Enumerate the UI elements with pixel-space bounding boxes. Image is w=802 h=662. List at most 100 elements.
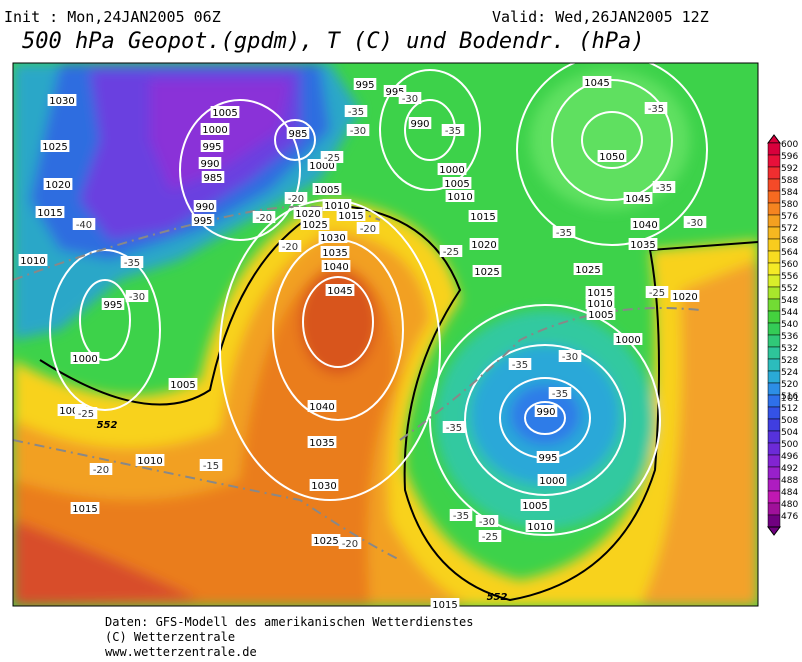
colorbar-label: 480: [781, 500, 798, 510]
colorbar-swatch: [767, 322, 781, 336]
isobar-label-box: [168, 378, 198, 390]
isobar-label-box: [623, 192, 653, 204]
isobar-label-box: [430, 598, 460, 610]
colorbar-swatch: [767, 346, 781, 360]
colorbar-label: 544: [781, 308, 798, 318]
temperature-label-box: [449, 509, 473, 521]
temperature-label-box: [552, 226, 576, 238]
colorbar-swatch: [767, 178, 781, 192]
colorbar-swatch: [767, 418, 781, 432]
map-field: [13, 63, 758, 606]
isobar-label: 1005: [522, 501, 547, 512]
isobar-label-box: [630, 218, 660, 230]
isobar-label-box: [309, 479, 339, 491]
temperature-label: -25: [78, 409, 94, 420]
colorbar-swatch: [767, 514, 781, 528]
footer-url: www.wetterzentrale.de: [105, 645, 257, 658]
temperature-label: -35: [648, 104, 664, 115]
temperature-label-box: [346, 124, 370, 136]
temperature-label-box: [284, 192, 308, 204]
colorbar-label: 600: [781, 140, 798, 150]
isobar-label: 1045: [327, 286, 352, 297]
temperature-label-box: [478, 530, 502, 542]
colorbar-label: 560: [781, 260, 798, 270]
isobar-label: 1000: [202, 125, 227, 136]
temperature-label: -30: [562, 352, 578, 363]
colorbar-label: 564: [781, 248, 798, 258]
isobar-label: 1000: [72, 354, 97, 365]
temperature-label: -35: [453, 511, 469, 522]
colorbar-swatch: [767, 286, 781, 300]
colorbar-swatch: [767, 310, 781, 324]
colorbar-swatch: [767, 214, 781, 228]
isobar-label-box: [311, 534, 341, 546]
temperature-label-box: [558, 350, 582, 362]
isobar-label: 1020: [471, 240, 496, 251]
isobar-label: 985: [203, 173, 222, 184]
isobar-label: 1020: [295, 209, 320, 220]
colorbar-label: 492: [781, 464, 798, 474]
isobar-label-box: [293, 207, 323, 219]
isobar-label: 1005: [314, 185, 339, 196]
temperature-label-box: [508, 358, 532, 370]
isobar-label: 1045: [625, 194, 650, 205]
colorbar-label: 568: [781, 236, 798, 246]
colorbar-label: 516: [781, 392, 798, 402]
isobar-label-box: [585, 297, 615, 309]
temperature-label: -30: [129, 292, 145, 303]
isobar-label-box: [573, 263, 603, 275]
isobar-label: 985: [288, 129, 307, 140]
footer-source: Daten: GFS-Modell des amerikanischen Wet…: [105, 615, 473, 629]
temperature-label-box: [252, 211, 276, 223]
isobar-label: 995: [355, 80, 374, 91]
isobar-label-box: [468, 210, 498, 222]
isobar-label: 1010: [587, 299, 612, 310]
colorbar-label: 488: [781, 476, 798, 486]
isobar-label: 1000: [439, 165, 464, 176]
isobar-label: 1015: [432, 600, 457, 611]
colorbar-label: 580: [781, 200, 798, 210]
temperature-label-box: [442, 421, 466, 433]
isobar-label-box: [336, 209, 366, 221]
map-title: 500 hPa Geopot.(gpdm), T (C) und Bodendr…: [22, 29, 645, 54]
isobar-label-box: [70, 352, 100, 364]
colorbar-swatch: [767, 502, 781, 516]
isobar-label: 990: [195, 202, 214, 213]
colorbar-swatch: [767, 226, 781, 240]
isobar-label: 995: [538, 453, 557, 464]
colorbar-swatch: [767, 166, 781, 180]
colorbar-swatch: [767, 274, 781, 288]
colorbar-label: 556: [781, 272, 798, 282]
colorbar-label: 596: [781, 152, 798, 162]
isobar-label-box: [537, 474, 567, 486]
temperature-label-box: [398, 92, 422, 104]
footer-copyright: (C) Wetterzentrale: [105, 630, 235, 644]
isobar-label-box: [469, 238, 499, 250]
temperature-label: -20: [360, 224, 376, 235]
isobar-label-box: [40, 140, 70, 152]
temperature-label-box: [320, 151, 344, 163]
init-time: Init : Mon,24JAN2005 06Z: [4, 8, 221, 26]
temperature-label-box: [89, 463, 113, 475]
colorbar-label: 476: [781, 512, 798, 522]
temperature-label-box: [125, 290, 149, 302]
isobar-label-box: [18, 254, 48, 266]
isobar-label-box: [300, 218, 330, 230]
colorbar-swatch: [767, 370, 781, 384]
colorbar-label: 584: [781, 188, 798, 198]
isobar-label-box: [210, 106, 240, 118]
isobar-label: 1025: [302, 220, 327, 231]
temperature-label: -35: [552, 389, 568, 400]
temperature-label-box: [548, 387, 572, 399]
isobar-label: 1010: [447, 192, 472, 203]
isobar-label: 1005: [170, 380, 195, 391]
colorbar-swatch: [767, 394, 781, 408]
isobar-label: 1015: [72, 504, 97, 515]
colorbar-label: 504: [781, 428, 798, 438]
isobar-label-box: [35, 206, 65, 218]
isobar-label-box: [201, 171, 225, 183]
isobar-label-box: [325, 284, 355, 296]
isobar-label: 1020: [45, 180, 70, 191]
temperature-label: -20: [288, 194, 304, 205]
